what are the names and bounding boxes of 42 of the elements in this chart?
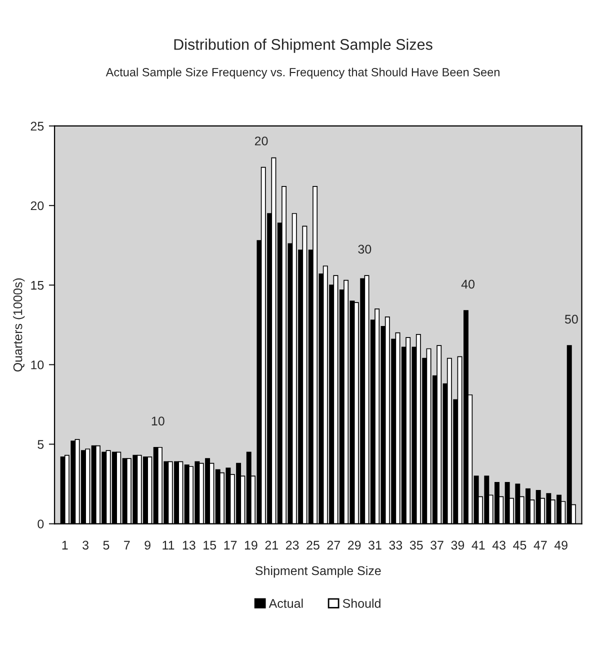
- x-tick-label: 27: [327, 540, 340, 550]
- annotation: 30: [358, 244, 372, 254]
- x-tick-label: 35: [410, 540, 423, 550]
- x-tick-label: 45: [513, 540, 526, 550]
- annotation: 20: [254, 136, 268, 146]
- x-tick-label: 25: [306, 540, 320, 550]
- x-tick-label: 19: [244, 540, 258, 550]
- x-tick-label: 15: [204, 540, 216, 550]
- x-axis-title: Shipment Sample Size: [255, 566, 381, 578]
- x-tick-label: 17: [224, 540, 237, 550]
- x-tick-label: 37: [430, 540, 444, 550]
- x-tick-label: 33: [389, 540, 402, 550]
- chart-subtitle: Actual Sample Size Frequency vs. Frequency that Should Have Been Seen: [106, 68, 500, 79]
- y-tick-label: 5: [38, 440, 44, 449]
- x-tick-label: 11: [162, 540, 174, 550]
- x-tick-label: 41: [472, 540, 485, 550]
- annotation: 40: [461, 280, 475, 289]
- x-tick-label: 29: [348, 540, 361, 550]
- y-tick-label: 25: [30, 122, 44, 131]
- legend-label: Should: [342, 598, 380, 608]
- legend-label: Actual: [268, 598, 303, 608]
- x-tick-label: 49: [554, 540, 568, 550]
- y-axis-title: Quarters (1000s): [13, 278, 25, 372]
- chart-title: Distribution of Shipment Sample Sizes: [174, 38, 432, 53]
- y-tick-label: 20: [30, 201, 44, 210]
- x-tick-label: 5: [103, 540, 110, 550]
- annotation: 10: [152, 416, 164, 426]
- x-tick-label: 21: [265, 540, 278, 550]
- y-tick-label: 15: [31, 281, 44, 290]
- x-tick-label: 1: [62, 540, 68, 550]
- annotation: 50: [564, 314, 578, 324]
- x-tick-label: 39: [451, 540, 464, 550]
- x-tick-label: 47: [534, 540, 547, 550]
- x-tick-label: 31: [368, 540, 382, 550]
- x-tick-label: 9: [144, 540, 150, 550]
- x-tick-label: 13: [182, 540, 196, 550]
- x-tick-label: 7: [124, 540, 130, 550]
- x-tick-label: 3: [82, 540, 88, 550]
- x-tick-label: 23: [286, 540, 299, 550]
- y-tick-label: 10: [31, 360, 44, 370]
- x-tick-label: 43: [492, 540, 506, 550]
- y-tick-label: 0: [38, 520, 44, 528]
